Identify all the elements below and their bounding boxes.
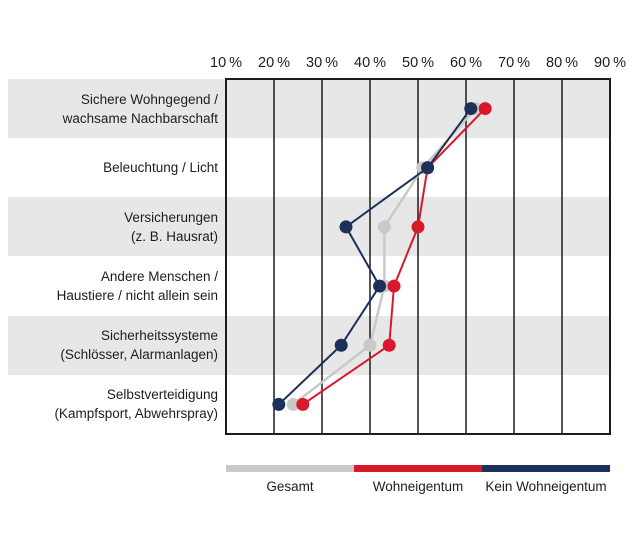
x-axis-tick-label: 80 %: [546, 55, 578, 71]
x-axis-tick-label: 60 %: [450, 55, 482, 71]
x-axis-tick-label: 20 %: [258, 55, 290, 71]
data-point-kein-wohneigentum: [334, 338, 348, 352]
category-label-line: wachsame Nachbarschaft: [62, 110, 218, 126]
data-point-wohneigentum: [411, 220, 425, 234]
x-axis-tick-label: 70 %: [498, 55, 530, 71]
legend-swatch-gesamt: [226, 465, 354, 472]
legend: Gesamt Wohneigentum Kein Wohneigentum: [226, 465, 610, 495]
series-line-kein-wohneigentum: [278, 107, 472, 406]
data-point-gesamt: [377, 220, 391, 234]
plot-border: [225, 78, 611, 435]
category-label-line: (z. B. Hausrat): [130, 228, 218, 244]
data-point-kein-wohneigentum: [421, 161, 435, 175]
category-label-line: Selbstverteidigung: [106, 387, 218, 403]
category-label-line: (Schlösser, Alarmanlagen): [60, 347, 218, 363]
x-axis-tick-label: 90 %: [594, 55, 626, 71]
x-axis-tick-label: 10 %: [210, 55, 242, 71]
x-axis-tick-label: 50 %: [402, 55, 434, 71]
category-label-line: Haustiere / nicht allein sein: [56, 288, 218, 304]
row-band: [8, 197, 610, 257]
category-label: Beleuchtung / Licht: [0, 138, 218, 197]
category-label: Sicherheitssysteme (Schlösser, Alarmanlag…: [0, 316, 218, 375]
category-label-line: Sicherheitssysteme: [100, 328, 218, 344]
category-label-line: Beleuchtung / Licht: [103, 160, 218, 176]
plot-area: [225, 78, 611, 435]
category-label: Andere Menschen / Haustiere / nicht allei…: [0, 257, 218, 316]
legend-label: Wohneigentum: [372, 479, 464, 494]
legend-label: Kein Wohneigentum: [485, 479, 607, 494]
row-band: [8, 315, 610, 375]
category-label: Versicherungen (z. B. Hausrat): [0, 197, 218, 256]
data-point-gesamt: [286, 397, 300, 411]
x-axis-tick-label: 30 %: [306, 55, 338, 71]
data-point-wohneigentum: [382, 338, 396, 352]
category-label-line: Sichere Wohngegend /: [80, 91, 218, 107]
category-label-line: (Kampfsport, Abwehrspray): [54, 406, 218, 422]
data-point-wohneigentum: [296, 397, 310, 411]
legend-label: Gesamt: [266, 479, 314, 494]
legend-swatch-kein-wohneigentum: [482, 465, 610, 472]
legend-bar: [226, 465, 610, 472]
data-point-kein-wohneigentum: [272, 397, 286, 411]
category-label: Sichere Wohngegend / wachsame Nachbarscha…: [0, 79, 218, 138]
data-point-kein-wohneigentum: [373, 279, 387, 293]
x-axis-tick-label: 40 %: [354, 55, 386, 71]
legend-swatch-wohneigentum: [354, 465, 482, 472]
data-point-gesamt: [363, 338, 377, 352]
data-point-kein-wohneigentum: [464, 102, 478, 116]
series-line-gesamt: [292, 107, 477, 406]
category-label-line: Andere Menschen /: [100, 269, 218, 285]
category-label-line: Versicherungen: [124, 209, 218, 225]
data-point-wohneigentum: [387, 279, 401, 293]
data-point-kein-wohneigentum: [339, 220, 353, 234]
legend-labels: Gesamt Wohneigentum Kein Wohneigentum: [226, 478, 610, 495]
series-line-wohneigentum: [302, 107, 486, 406]
row-band: [8, 79, 610, 139]
data-point-wohneigentum: [478, 102, 492, 116]
category-label: Selbstverteidigung (Kampfsport, Abwehrspr…: [0, 375, 218, 434]
